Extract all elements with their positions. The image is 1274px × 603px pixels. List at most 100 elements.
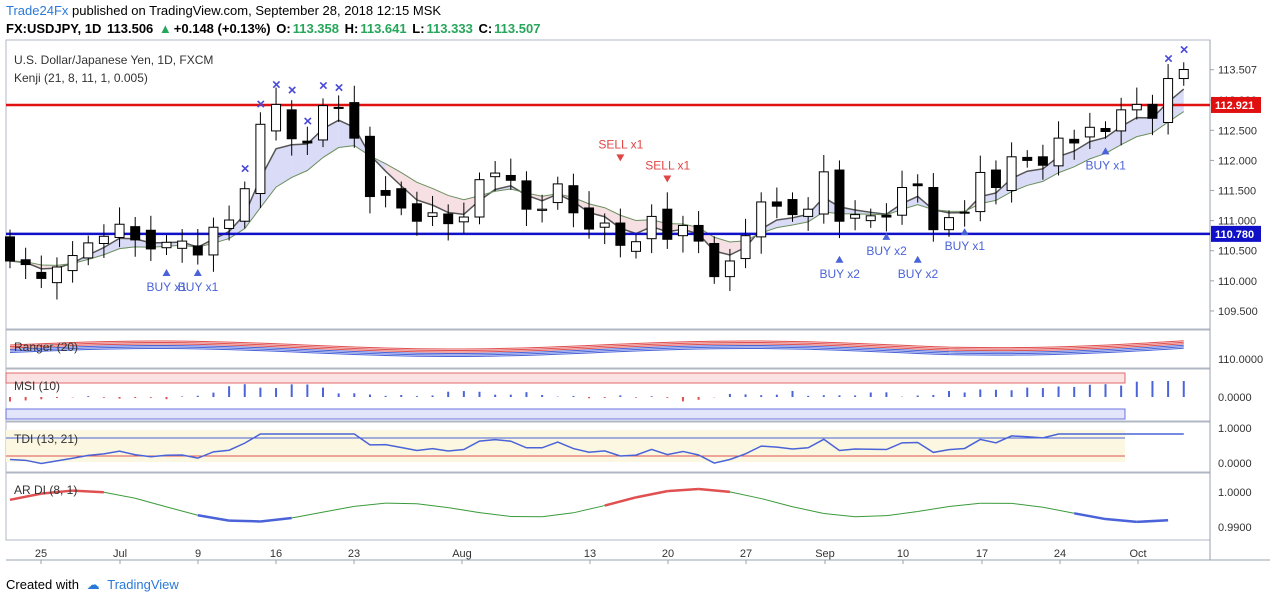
candle — [36, 271, 47, 279]
sell-arrow-icon — [663, 175, 672, 183]
time-tick-label: 25 — [35, 548, 47, 560]
candle — [756, 201, 767, 238]
candle — [677, 224, 688, 237]
chart-title: U.S. Dollar/Japanese Yen, 1D, FXCM — [14, 53, 213, 67]
time-tick-label: 24 — [1054, 548, 1066, 560]
buy-arrow-icon — [835, 255, 844, 263]
price-tick-label: 113.507 — [1218, 65, 1257, 77]
candle — [897, 187, 908, 216]
high-label: H: — [344, 21, 359, 36]
candle — [1100, 128, 1111, 133]
candle — [646, 215, 657, 240]
panel-label-msi: MSI (10) — [14, 379, 60, 393]
candle — [881, 214, 892, 218]
ranger-line — [9, 347, 1184, 357]
candle — [990, 169, 1001, 189]
ardi-line — [823, 512, 856, 518]
candle — [709, 243, 720, 278]
buy-signal-label: BUY x1 — [945, 239, 986, 253]
price-tick-label: 109.500 — [1218, 306, 1258, 318]
ranger-line — [9, 346, 1184, 356]
candle — [693, 224, 704, 242]
x-marker-icon: × — [288, 82, 297, 99]
candle — [396, 188, 407, 209]
candle — [865, 215, 876, 222]
buy-signal-label: BUY x1 — [178, 280, 219, 294]
ardi-line — [479, 512, 511, 517]
price-tick-label: 110.000 — [1218, 276, 1257, 288]
tradingview-logo-icon[interactable]: ☁ — [86, 577, 104, 592]
ardi-line — [792, 506, 824, 514]
candle — [427, 212, 438, 217]
ardi-line — [1011, 502, 1043, 508]
sell-signal-label: SELL x1 — [645, 158, 690, 172]
low-label: L: — [412, 21, 425, 36]
candle — [20, 259, 31, 266]
quote-header: FX:USDJPY, 1D 113.506 ▲ +0.148 (+0.13%) O… — [6, 21, 542, 36]
ardi-line — [542, 512, 574, 518]
kenji-cloud — [1089, 137, 1106, 159]
time-tick-label: 13 — [584, 548, 596, 560]
x-marker-icon: × — [303, 113, 312, 130]
ardi-line — [761, 498, 793, 508]
msi-lower-band — [5, 408, 1126, 420]
candle — [505, 174, 516, 181]
kenji-cloud — [1027, 168, 1043, 186]
candle — [975, 171, 986, 213]
tdi-tick-label: 0.0000 — [1218, 458, 1252, 470]
candle — [771, 201, 782, 207]
time-tick-label: 10 — [897, 548, 909, 560]
panel-label-ardi: AR DI (8, 1) — [14, 483, 77, 497]
ardi-line — [886, 511, 918, 517]
kenji-cloud — [385, 163, 402, 186]
ardi-tick-label: 1.0000 — [1218, 487, 1252, 499]
candle — [944, 217, 954, 231]
x-marker-icon: × — [319, 78, 328, 95]
kenji-fast-line — [9, 88, 1185, 270]
ardi-line — [573, 505, 605, 514]
time-tick-label: Aug — [452, 548, 472, 560]
x-marker-icon: × — [1164, 50, 1173, 67]
ardi-line — [385, 502, 417, 505]
open-label: O: — [276, 21, 291, 36]
indicator-label: Kenji (21, 8, 11, 1, 0.005) — [14, 71, 148, 85]
candle — [552, 183, 563, 204]
brand-name[interactable]: Trade24Fx — [6, 3, 69, 18]
ardi-tick-label: 0.9900 — [1218, 522, 1252, 534]
publish-info: published on TradingView.com, September … — [72, 3, 442, 18]
ranger-line — [9, 344, 1184, 354]
x-marker-icon: × — [335, 79, 344, 96]
candle — [286, 109, 297, 140]
ardi-line — [448, 507, 480, 514]
candle — [5, 236, 15, 262]
ardi-line — [416, 503, 449, 509]
created-with-label: Created with — [6, 577, 79, 592]
tradingview-link[interactable]: TradingView — [107, 577, 179, 592]
candle — [349, 102, 360, 139]
candle — [380, 190, 391, 196]
ardi-line — [41, 489, 73, 495]
candle — [1037, 156, 1048, 166]
candle — [255, 123, 266, 195]
publish-header: Trade24Fx published on TradingView.com, … — [6, 3, 441, 18]
candle — [615, 222, 626, 246]
ranger-tick-label: 110.0000 — [1218, 354, 1263, 366]
last-price: 113.506 — [107, 21, 154, 36]
candle — [51, 266, 62, 284]
x-marker-icon: × — [1180, 41, 1189, 58]
buy-signal-label: BUY x2 — [819, 267, 860, 281]
candle — [130, 226, 141, 241]
resistance-label: 112.921 — [1215, 100, 1254, 112]
ardi-line — [698, 487, 731, 494]
candle — [177, 240, 188, 249]
price-change: +0.148 (+0.13%) — [173, 21, 271, 36]
sell-arrow-icon — [616, 154, 625, 162]
kenji-cloud — [416, 182, 433, 206]
buy-arrow-icon — [1101, 147, 1110, 155]
support-price-tag — [1211, 225, 1261, 242]
candle — [239, 188, 250, 222]
buy-signal-label: BUY x1 — [147, 280, 188, 294]
price-tick-label: 111.500 — [1218, 186, 1256, 198]
buy-signal-label: BUY x2 — [866, 244, 907, 258]
